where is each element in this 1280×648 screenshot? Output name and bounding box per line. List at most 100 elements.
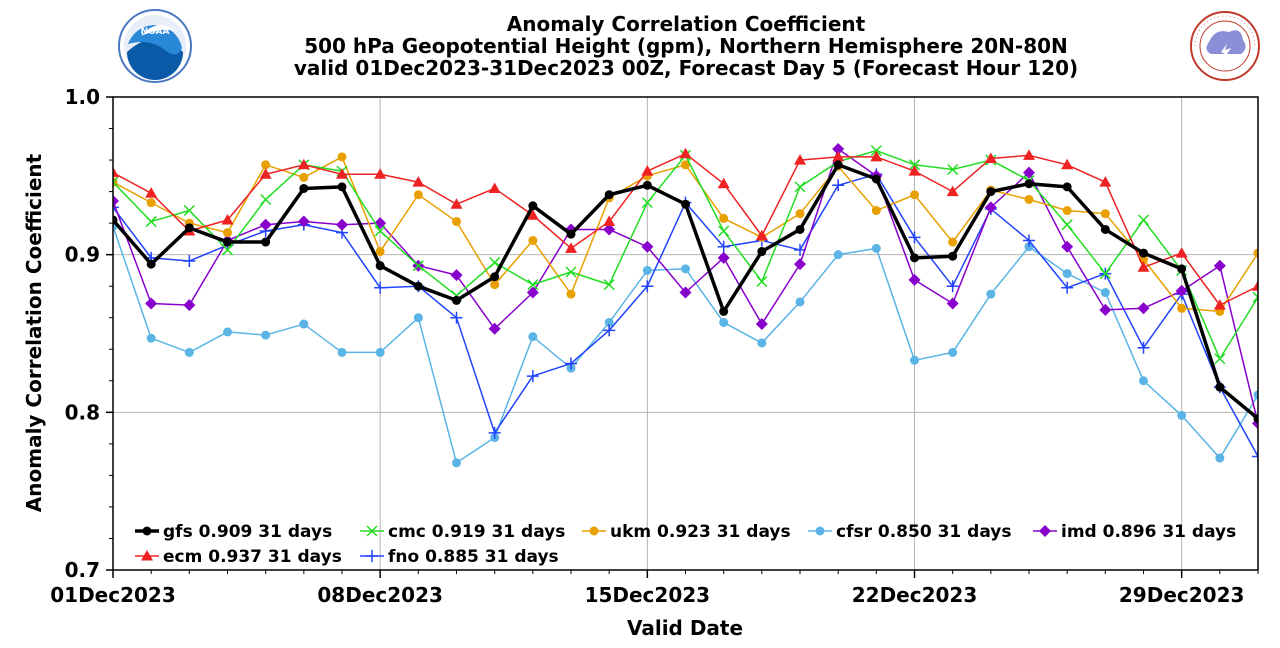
data-point-cmc: [565, 266, 577, 278]
data-point-cfsr: [337, 347, 347, 357]
x-tick-label: 08Dec2023: [317, 583, 443, 607]
data-point-gfs: [1024, 179, 1034, 189]
data-point-gfs: [833, 160, 843, 170]
data-point-cmc: [527, 279, 539, 291]
data-point-fno: [946, 280, 959, 293]
data-point-gfs: [1062, 182, 1072, 192]
data-point-imd: [336, 218, 348, 231]
y-axis-title: Anomaly Correlation Coefficient: [22, 153, 46, 512]
data-point-ecm: [984, 152, 997, 163]
legend-marker-cfsr: [815, 526, 825, 536]
data-point-ecm: [1252, 280, 1258, 291]
data-point-cfsr: [1139, 376, 1148, 386]
legend-item-cmc: cmc 0.919 31 days: [360, 522, 565, 542]
y-tick-label: 0.7: [65, 558, 100, 582]
data-point-cfsr: [1100, 288, 1110, 298]
data-point-imd: [603, 223, 616, 236]
data-point-imd: [259, 218, 272, 231]
data-point-ecm: [603, 215, 616, 227]
data-point-cfsr: [833, 250, 843, 260]
data-point-cfsr: [299, 319, 309, 329]
y-tick-label: 1.0: [65, 85, 100, 109]
data-point-imd: [1213, 259, 1226, 272]
data-point-ecm: [297, 158, 310, 170]
legend-label-imd: imd 0.896 31 days: [1061, 522, 1236, 542]
data-point-ukm: [223, 228, 232, 238]
data-point-ecm: [717, 177, 730, 189]
data-point-cmc: [145, 216, 157, 228]
data-point-ecm: [412, 176, 425, 187]
y-axis: 0.7 0.8 0.9 1.0: [65, 85, 113, 582]
data-point-imd: [946, 297, 959, 310]
data-point-gfs: [528, 201, 538, 211]
data-point-fno: [183, 254, 196, 267]
data-point-cfsr: [871, 243, 881, 253]
data-point-gfs: [642, 180, 652, 190]
data-point-gfs: [986, 187, 996, 197]
data-point-fno: [526, 370, 539, 383]
data-point-ecm: [488, 182, 501, 193]
data-point-cfsr: [146, 333, 156, 343]
data-point-cfsr: [1024, 242, 1034, 252]
data-point-cmc: [1137, 214, 1150, 226]
data-point-gfs: [413, 281, 423, 291]
data-point-cfsr: [1253, 390, 1258, 400]
data-point-imd: [1023, 166, 1035, 179]
data-point-ukm: [1177, 303, 1187, 313]
data-point-fno: [832, 179, 845, 192]
legend-label-ukm: ukm 0.923 31 days: [610, 522, 791, 542]
legend-label-cmc: cmc 0.919 31 days: [388, 522, 565, 542]
data-point-cfsr: [642, 265, 652, 275]
data-point-cmc: [794, 181, 806, 193]
data-point-cmc: [221, 244, 234, 256]
legend-marker-cmc: [366, 525, 378, 537]
data-point-gfs: [490, 272, 500, 282]
data-point-cmc: [260, 193, 272, 206]
data-point-imd: [1175, 284, 1188, 297]
legend-item-fno: fno 0.885 31 days: [360, 547, 559, 567]
data-point-ukm: [795, 209, 805, 219]
data-point-cmc: [1252, 291, 1258, 303]
data-point-fno: [603, 324, 616, 337]
data-point-gfs: [910, 253, 919, 263]
data-point-cfsr: [184, 347, 194, 357]
data-point-ukm: [413, 190, 423, 200]
legend-label-ecm: ecm 0.937 31 days: [163, 547, 342, 567]
data-point-cmc: [603, 279, 615, 291]
data-point-imd: [984, 201, 997, 214]
data-point-ecm: [794, 154, 806, 165]
data-point-fno: [565, 357, 577, 370]
data-point-imd: [145, 297, 158, 310]
data-point-gfs: [604, 190, 614, 200]
data-point-imd: [526, 286, 539, 299]
data-point-imd: [794, 258, 806, 271]
data-point-cfsr: [948, 347, 958, 357]
data-point-fno: [113, 201, 119, 214]
data-point-ukm: [299, 172, 309, 182]
data-point-cfsr: [681, 264, 690, 274]
data-point-ukm: [948, 237, 958, 247]
chart-title-line-3: valid 01Dec2023-31Dec2023 00Z, Forecast …: [294, 56, 1078, 80]
data-point-ecm: [946, 185, 959, 197]
data-point-fno: [374, 281, 387, 294]
data-point-gfs: [1253, 414, 1258, 424]
data-point-fno: [908, 231, 921, 244]
data-point-gfs: [184, 223, 194, 233]
data-point-gfs: [681, 199, 690, 209]
data-point-ecm: [1061, 158, 1074, 170]
data-point-ukm: [146, 198, 156, 208]
data-point-cfsr: [528, 332, 538, 342]
legend-item-ecm: ecm 0.937 31 days: [135, 547, 342, 567]
data-point-cmc: [908, 159, 921, 171]
legend-marker-ukm: [589, 526, 599, 536]
data-point-ukm: [261, 160, 271, 170]
data-point-ecm: [832, 150, 845, 162]
data-point-gfs: [452, 295, 461, 305]
data-point-cfsr: [757, 338, 767, 348]
data-point-fno: [1023, 234, 1035, 247]
data-point-cfsr: [719, 317, 729, 327]
data-point-cmc: [1214, 353, 1226, 365]
data-point-gfs: [871, 174, 881, 184]
data-point-ukm: [1253, 248, 1258, 258]
data-point-cfsr: [223, 327, 232, 337]
